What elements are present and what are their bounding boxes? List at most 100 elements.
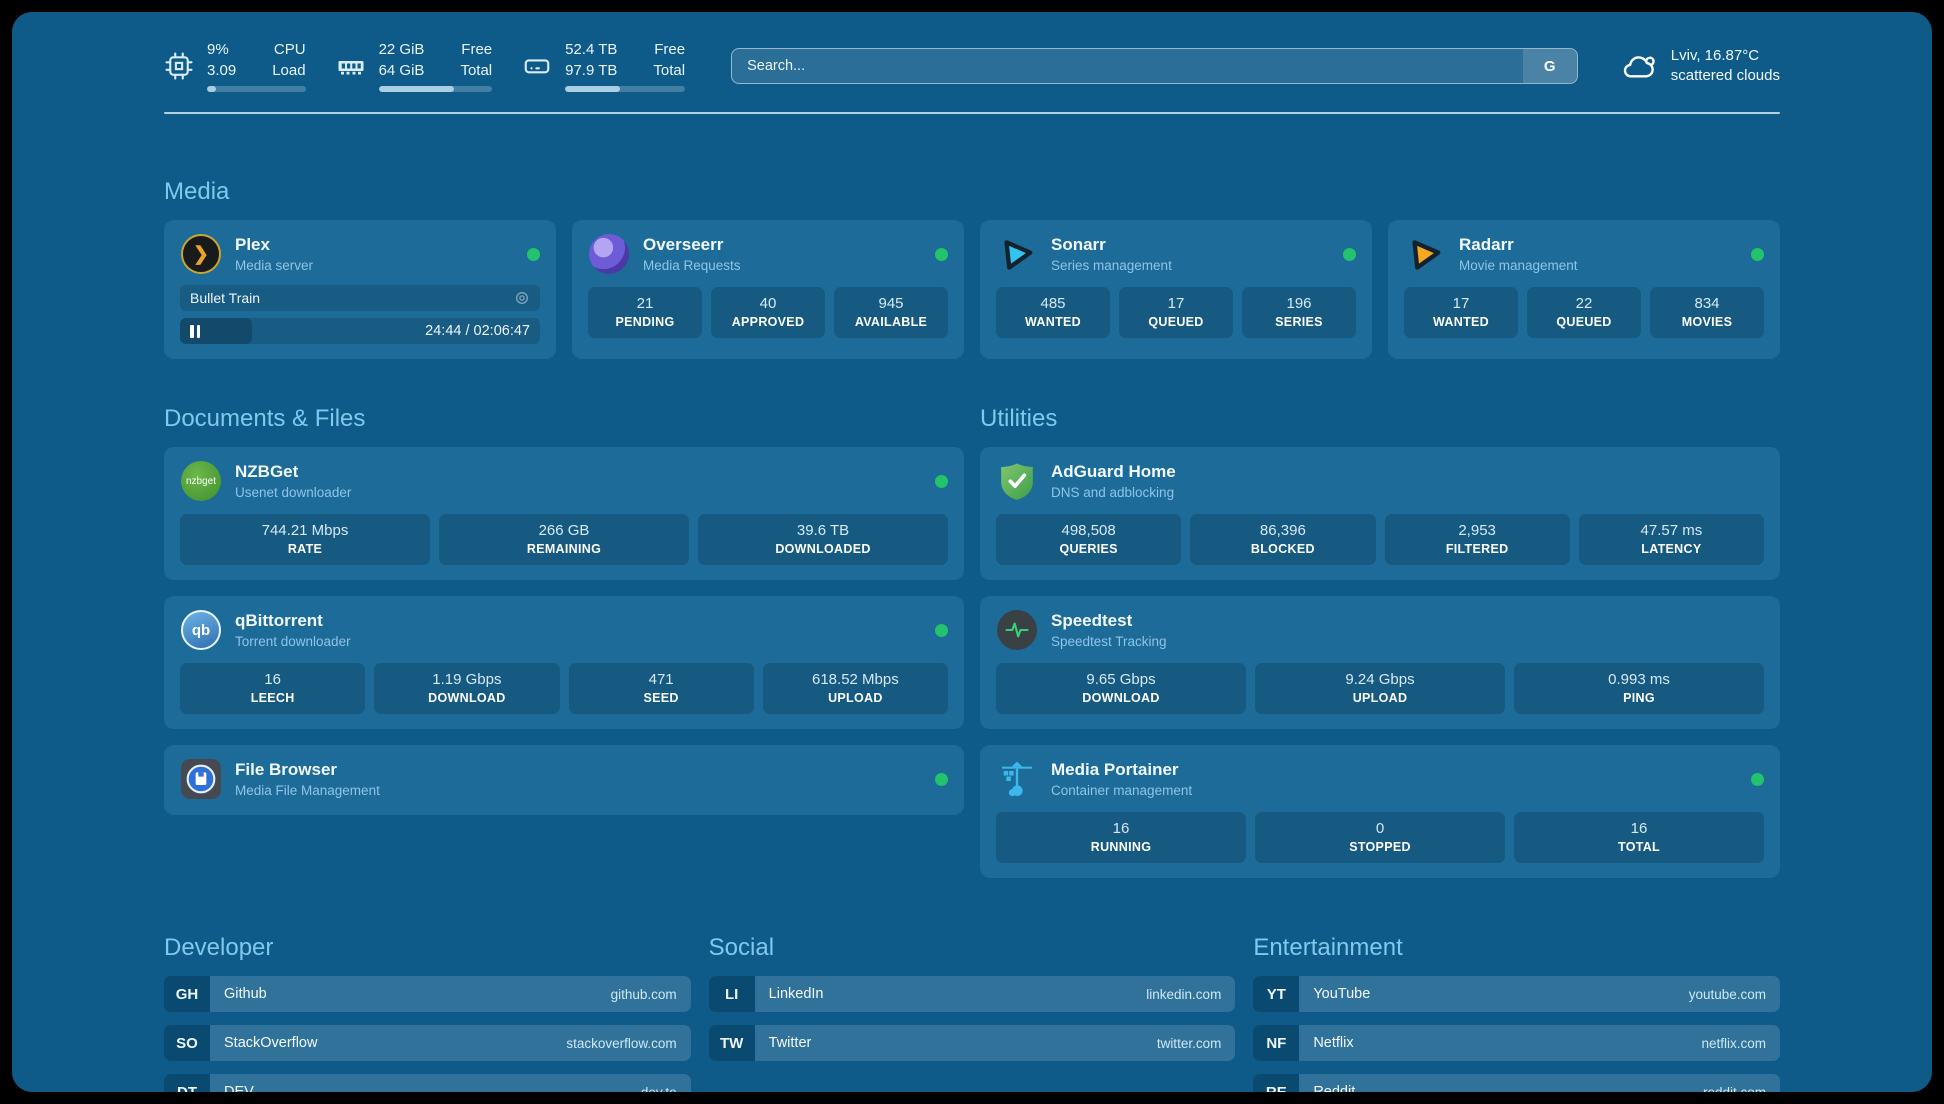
app-card-sonarr[interactable]: Sonarr Series management 485 WANTED 17 Q…: [980, 220, 1372, 359]
disk-free-value: 52.4 TB: [565, 41, 618, 59]
app-card-speedtest[interactable]: Speedtest Speedtest Tracking 9.65 Gbps D…: [980, 596, 1780, 729]
stat-box: 0.993 ms PING: [1514, 663, 1764, 714]
stat-box: 196 SERIES: [1242, 287, 1356, 338]
bookmark-url: linkedin.com: [1146, 986, 1222, 1002]
bookmark-row-youtube[interactable]: YT YouTube youtube.com: [1253, 976, 1780, 1012]
bookmark-row-dev[interactable]: DT DEV dev.to: [164, 1074, 691, 1092]
stat-box: 0 STOPPED: [1255, 812, 1505, 863]
qbittorrent-icon: qb: [181, 610, 221, 650]
stat-box: 945 AVAILABLE: [834, 287, 948, 338]
stat-label: REMAINING: [526, 542, 602, 556]
bookmark-abbr: GH: [164, 976, 210, 1012]
weather-widget: Lviv, 16.87°C scattered clouds: [1620, 46, 1780, 87]
hard-drive-icon: [524, 59, 550, 74]
memory-progress-bar: [378, 85, 493, 92]
bookmark-abbr: YT: [1253, 976, 1300, 1012]
stat-value: 16: [1112, 820, 1130, 837]
stat-box: 9.24 Gbps UPLOAD: [1255, 663, 1505, 714]
stat-box: 17 QUEUED: [1119, 287, 1233, 338]
app-name-plex: Plex: [235, 235, 270, 254]
stat-value: 9.24 Gbps: [1345, 671, 1415, 688]
memory-free-value: 22 GiB: [378, 41, 425, 59]
section-title-documents: Documents & Files: [164, 405, 366, 432]
stat-value: 17: [1452, 295, 1470, 312]
app-card-radarr[interactable]: Radarr Movie management 17 WANTED 22 QUE…: [1388, 220, 1780, 359]
stat-box: 266 GB REMAINING: [439, 514, 689, 565]
bookmark-row-reddit[interactable]: RE Reddit reddit.com: [1253, 1074, 1780, 1092]
app-subtitle-portainer: Container management: [1051, 783, 1193, 798]
stat-value: 22: [1575, 295, 1593, 312]
cpu-label-bottom: Load: [272, 61, 306, 79]
bookmark-row-github[interactable]: GH Github github.com: [164, 976, 691, 1012]
section-documents: Documents & Files nzbget NZBGet Usenet d…: [164, 405, 964, 815]
disk-label-top: Free: [654, 41, 686, 59]
stat-value: 744.21 Mbps: [261, 522, 349, 539]
disk-stat-widget: 52.4 TB 97.9 TB Free Total: [522, 40, 686, 92]
stat-value: 2,953: [1458, 522, 1496, 539]
app-name-sonarr: Sonarr: [1051, 235, 1106, 254]
bookmark-row-linkedin[interactable]: LI LinkedIn linkedin.com: [708, 976, 1236, 1012]
stat-box: 16 LEECH: [180, 663, 366, 714]
section-title-developer: Developer: [164, 934, 274, 961]
memory-label-top: Free: [461, 41, 493, 59]
stat-box: 16 TOTAL: [1514, 812, 1764, 863]
stat-box: 17 WANTED: [1404, 287, 1518, 338]
stat-label: STOPPED: [1349, 840, 1411, 854]
stat-label: UPLOAD: [828, 691, 883, 705]
bookmark-name: Reddit: [1313, 1084, 1356, 1092]
bookmark-abbr: DT: [164, 1074, 210, 1092]
stat-box: 834 MOVIES: [1650, 287, 1764, 338]
section-utilities: Utilities: [980, 405, 1780, 878]
status-dot-portainer: [1751, 772, 1764, 786]
app-card-portainer[interactable]: Media Portainer Container management 16 …: [980, 745, 1780, 878]
app-name-nzbget: NZBGet: [235, 462, 299, 481]
app-card-plex[interactable]: ❯ Plex Media server Bullet Train: [164, 220, 556, 359]
section-entertainment: Entertainment YT YouTube youtube.com NF …: [1253, 934, 1780, 1092]
stat-box: 618.52 Mbps UPLOAD: [762, 663, 948, 714]
search-input[interactable]: [732, 49, 1523, 83]
stat-value: 945: [878, 295, 904, 312]
stat-label: PENDING: [615, 315, 675, 329]
dashboard-panel: 9% 3.09 CPU Load: [12, 12, 1932, 1092]
stat-label: LATENCY: [1641, 542, 1702, 556]
search-engine-button[interactable]: G: [1522, 49, 1577, 83]
app-card-nzbget[interactable]: nzbget NZBGet Usenet downloader 744.21 M…: [164, 447, 964, 580]
stat-value: 86,396: [1259, 522, 1306, 539]
app-subtitle-filebrowser: Media File Management: [235, 783, 380, 798]
now-playing-row: Bullet Train: [180, 285, 540, 311]
stat-label: QUERIES: [1059, 542, 1118, 556]
app-card-filebrowser[interactable]: File Browser Media File Management: [164, 745, 964, 815]
disk-label-bottom: Total: [653, 61, 686, 79]
stat-value: 9.65 Gbps: [1086, 671, 1156, 688]
nzbget-icon: nzbget: [181, 461, 221, 501]
stat-value: 0.993 ms: [1608, 671, 1670, 688]
stat-value: 471: [648, 671, 674, 688]
memory-total-value: 64 GiB: [378, 61, 425, 79]
app-card-overseerr[interactable]: Overseerr Media Requests 21 PENDING 40 A…: [572, 220, 964, 359]
bookmark-name: Netflix: [1313, 1035, 1354, 1051]
bookmark-abbr: RE: [1253, 1074, 1300, 1092]
pause-button[interactable]: [190, 324, 200, 338]
app-card-qbittorrent[interactable]: qb qBittorrent Torrent downloader 16 LEE…: [164, 596, 964, 729]
bookmark-name: DEV: [224, 1084, 254, 1092]
stat-value: 196: [1286, 295, 1312, 312]
app-subtitle-sonarr: Series management: [1051, 258, 1172, 273]
overseerr-icon: [589, 234, 629, 274]
bookmark-row-twitter[interactable]: TW Twitter twitter.com: [708, 1025, 1236, 1061]
stat-label: WANTED: [1433, 315, 1489, 329]
bookmark-row-stackoverflow[interactable]: SO StackOverflow stackoverflow.com: [164, 1025, 691, 1061]
bookmark-abbr: LI: [708, 976, 755, 1012]
stat-value: 498,508: [1061, 522, 1116, 539]
bookmark-row-netflix[interactable]: NF Netflix netflix.com: [1253, 1025, 1780, 1061]
app-card-adguard[interactable]: AdGuard Home DNS and adblocking 498,508 …: [980, 447, 1780, 580]
playback-time: 24:44 / 02:06:47: [425, 323, 530, 339]
adguard-shield-icon: [1001, 463, 1033, 500]
bookmark-url: stackoverflow.com: [566, 1035, 677, 1051]
bookmark-abbr: NF: [1253, 1025, 1300, 1061]
stat-box: 40 APPROVED: [711, 287, 825, 338]
header-divider: [164, 112, 1780, 114]
stat-value: 16: [264, 671, 281, 688]
bookmark-url: netflix.com: [1701, 1035, 1766, 1051]
app-subtitle-overseerr: Media Requests: [643, 258, 741, 273]
bookmark-url: github.com: [610, 986, 677, 1002]
